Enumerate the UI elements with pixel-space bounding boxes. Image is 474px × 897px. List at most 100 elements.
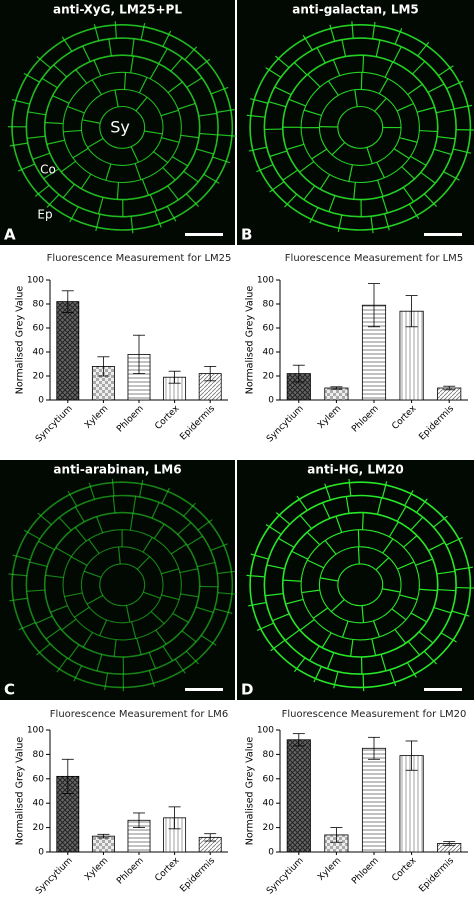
- cell-wall: [361, 605, 365, 623]
- cell-wall: [62, 183, 75, 199]
- cell-wall: [64, 592, 83, 598]
- cell-wall: [11, 481, 234, 689]
- cell-wall: [183, 170, 199, 183]
- x-tick-label: Epidermis: [178, 404, 217, 443]
- y-axis-label: Normalised Grey Value: [245, 737, 256, 846]
- cell-wall: [357, 529, 360, 547]
- cell-wall: [58, 517, 72, 531]
- cell-wall: [263, 494, 457, 675]
- cell-wall: [195, 58, 211, 71]
- cell-wall: [161, 594, 180, 601]
- cell-wall: [399, 137, 418, 143]
- error-bar: [133, 812, 145, 828]
- cell-wall: [376, 497, 383, 515]
- y-tick-label: 0: [268, 396, 274, 406]
- bar-chart: Fluorescence Measurement for LM6 Normalis…: [15, 709, 229, 896]
- micrograph-background: [237, 0, 474, 245]
- cell-wall: [300, 71, 420, 184]
- y-tick-label: 0: [38, 396, 44, 406]
- cell-wall: [248, 601, 267, 607]
- panel-letter: D: [241, 681, 253, 699]
- cell-wall: [62, 71, 182, 184]
- panel-title: anti-arabinan, LM6: [53, 463, 181, 477]
- cell-wall: [63, 129, 82, 133]
- cell-wall: [263, 37, 457, 218]
- cell-wall: [282, 169, 299, 181]
- cell-wall: [130, 55, 134, 73]
- cell-wall: [303, 109, 322, 117]
- bar-chart: Fluorescence Measurement for LM5 Normalis…: [245, 253, 468, 444]
- bar: [56, 301, 80, 401]
- cell-wall: [27, 111, 46, 116]
- cell-wall: [250, 553, 269, 560]
- panel-letter: B: [241, 226, 252, 244]
- cell-wall: [195, 606, 214, 613]
- cell-wall: [114, 21, 117, 39]
- cell-wall: [167, 81, 183, 94]
- cell-wall: [301, 589, 320, 594]
- cell-wall: [351, 21, 354, 39]
- cell-wall: [360, 72, 363, 90]
- error-bar: [405, 740, 418, 771]
- cell-wall: [396, 506, 407, 522]
- cell-wall: [160, 109, 179, 117]
- cell-wall: [155, 629, 167, 645]
- error-bar: [292, 733, 305, 747]
- cell-wall: [9, 142, 28, 147]
- bar: [91, 835, 115, 853]
- cell-wall: [23, 72, 40, 83]
- y-tick-label: 100: [27, 726, 44, 736]
- cell-wall: [341, 39, 347, 57]
- cell-wall: [337, 563, 384, 607]
- cell-wall: [61, 36, 73, 52]
- cell-wall: [69, 206, 79, 223]
- chart-title: Fluorescence Measurement for LM20: [282, 709, 467, 720]
- cell-wall: [381, 196, 389, 214]
- cell-wall: [161, 568, 179, 575]
- cell-wall: [320, 577, 339, 582]
- cell-wall: [180, 134, 200, 139]
- y-tick-label: 60: [33, 774, 45, 784]
- cell-wall: [408, 203, 420, 220]
- cell-wall: [376, 161, 385, 178]
- cell-wall: [443, 171, 460, 181]
- cell-wall: [423, 650, 437, 665]
- x-tick-label: Epidermis: [417, 856, 456, 895]
- y-tick-label: 100: [257, 276, 274, 286]
- cell-wall: [134, 163, 142, 180]
- cell-wall: [309, 207, 319, 224]
- y-tick-label: 60: [263, 774, 275, 784]
- error-bar: [292, 364, 305, 383]
- cell-wall: [174, 658, 186, 674]
- cell-wall: [246, 574, 265, 578]
- bar-chart: Fluorescence Measurement for LM25 Normali…: [15, 253, 232, 444]
- x-tick-label: Syncytium: [34, 856, 75, 897]
- cell-wall: [197, 519, 213, 531]
- cell-wall: [375, 557, 390, 571]
- scale-bar: [185, 233, 223, 236]
- cell-wall: [116, 182, 120, 200]
- cell-wall: [186, 535, 203, 547]
- cell-wall: [11, 24, 234, 231]
- cell-wall: [270, 639, 286, 652]
- cell-wall: [34, 184, 50, 197]
- cell-wall: [162, 645, 174, 662]
- cell-wall: [378, 78, 389, 95]
- cell-wall: [382, 538, 394, 554]
- cell-wall: [196, 148, 214, 155]
- cell-wall: [362, 674, 365, 692]
- cell-wall: [166, 205, 177, 222]
- cell-wall: [407, 641, 421, 656]
- cell-wall: [179, 568, 198, 574]
- cell-wall: [433, 148, 452, 156]
- cell-wall: [337, 105, 384, 149]
- cell-wall: [451, 610, 470, 617]
- y-tick-label: 0: [268, 848, 274, 858]
- y-tick-label: 100: [27, 276, 44, 286]
- cell-wall: [44, 121, 64, 125]
- panel-letter: C: [4, 681, 15, 699]
- micrograph-background: [0, 460, 235, 700]
- cell-wall: [97, 197, 104, 215]
- cell-wall: [26, 589, 45, 592]
- cell-wall: [158, 48, 168, 64]
